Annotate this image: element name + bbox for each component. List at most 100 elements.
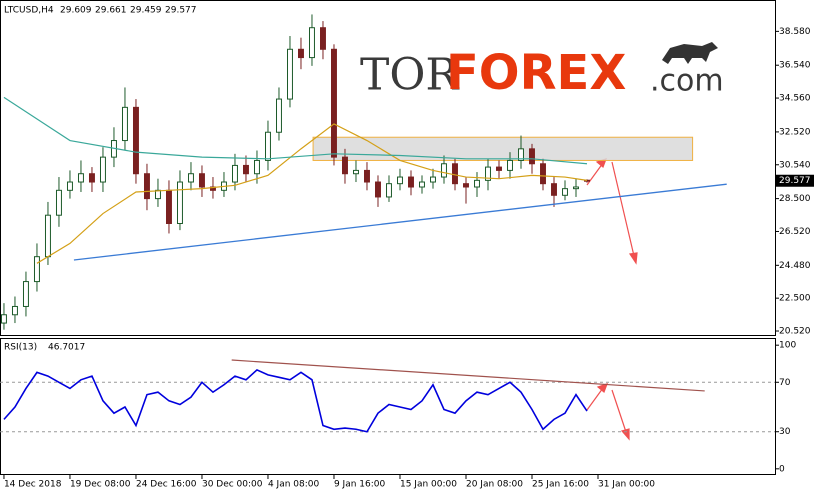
x-tick-label: 19 Dec 08:00 [70, 480, 131, 490]
candle-body [254, 159, 260, 175]
candle-body [55, 189, 62, 216]
candle-body [243, 164, 249, 175]
candle-body [342, 156, 348, 175]
candle-body [375, 181, 381, 198]
rsi-title: RSI(13) [4, 343, 37, 353]
candle-body [187, 173, 194, 183]
candle-body [99, 156, 106, 183]
candle-body [276, 98, 282, 133]
quote-open: 29.609 [60, 6, 92, 16]
y-tick-label: 38.580 [779, 27, 811, 37]
candle-body [529, 148, 535, 165]
logo-com: .com [650, 64, 724, 99]
arrow [611, 389, 627, 433]
y-tick-label: 30 [779, 427, 791, 437]
symbol-title: LTCUSD,H4 [4, 6, 54, 16]
rsi-current: 46.7017 [48, 343, 85, 353]
candle-body [441, 163, 447, 178]
y-tick-label: 36.540 [779, 61, 811, 71]
logo-forex: FOREX [446, 45, 626, 101]
candle-body [165, 189, 172, 225]
y-tick-label: 32.520 [779, 127, 811, 137]
arrow-head [620, 428, 630, 441]
y-tick-label: 100 [779, 341, 796, 351]
candle-body [121, 106, 128, 142]
y-tick-label: 70 [779, 378, 791, 388]
rsi-panel [0, 338, 776, 475]
arrow [611, 161, 635, 257]
x-tick-label: 4 Jan 08:00 [268, 480, 320, 490]
y-tick-label: 22.500 [779, 294, 811, 304]
candle-body [397, 176, 403, 185]
y-tick-label: 28.500 [779, 194, 811, 204]
candle-body [232, 164, 238, 183]
y-tick-label: 34.560 [779, 94, 811, 104]
trendline [73, 183, 727, 261]
candle-body [540, 163, 546, 185]
arrow-head [596, 383, 609, 394]
candle-body [496, 166, 502, 171]
x-tick-label: 14 Dec 2018 [4, 480, 62, 490]
candle-body [386, 183, 392, 198]
candle-body [265, 131, 271, 161]
y-tick-label: 24.480 [779, 261, 811, 271]
candle-body [419, 181, 425, 188]
candle-body [198, 173, 205, 188]
x-tick-label: 15 Jan 00:00 [400, 480, 457, 490]
candle-body [507, 159, 513, 171]
price-panel [0, 0, 776, 336]
quote-high: 29.661 [95, 6, 127, 16]
moving-average [3, 96, 588, 165]
candle-body [309, 27, 315, 59]
candle-body [573, 186, 579, 190]
candle-body [88, 173, 95, 183]
candle-body [287, 48, 293, 100]
candle-body [551, 183, 557, 196]
candle-body [408, 176, 414, 188]
price-marker-label: 29.577 [779, 176, 811, 186]
candle-body [77, 173, 84, 183]
rsi-line [3, 368, 588, 433]
x-tick-label: 30 Dec 00:00 [202, 480, 263, 490]
y-tick-label: 0 [779, 464, 785, 474]
x-tick-label: 9 Jan 16:00 [334, 480, 386, 490]
candle-body [463, 183, 469, 188]
y-tick-label: 20.520 [779, 327, 811, 337]
candle-body [176, 181, 183, 225]
candle-body [0, 314, 7, 324]
resistance-zone [312, 136, 694, 161]
candle-body [154, 189, 161, 200]
logo-bull [662, 42, 718, 64]
candle-body [22, 281, 29, 307]
x-tick-label: 20 Jan 08:00 [466, 480, 523, 490]
forecast-arrows [586, 158, 638, 441]
moving-average [36, 123, 588, 264]
x-tick-label: 31 Jan 00:00 [598, 480, 655, 490]
logo: TOR FOREX .com [360, 42, 724, 101]
candle-body [364, 169, 370, 183]
candle-body [298, 48, 304, 59]
candle-body [11, 305, 18, 316]
candle-body [485, 166, 491, 181]
arrow [586, 387, 604, 411]
quote-close: 29.577 [165, 6, 197, 16]
candle-body [320, 27, 326, 50]
logo-tor: TOR [360, 50, 460, 101]
y-tick-label: 30.540 [779, 160, 811, 170]
candle-body [33, 256, 40, 283]
candle-body [143, 173, 150, 200]
price-marker [776, 174, 814, 187]
candle-body [44, 214, 51, 258]
candle-body [66, 181, 73, 191]
candle-body [132, 106, 139, 175]
candle-body [562, 188, 568, 196]
candle-body [518, 148, 524, 161]
candle-body [430, 176, 436, 183]
arrow-head [628, 252, 638, 265]
candle-body [353, 169, 359, 175]
y-tick-label: 26.520 [779, 227, 811, 237]
x-tick-label: 25 Jan 16:00 [532, 480, 589, 490]
quote-low: 29.459 [130, 6, 162, 16]
